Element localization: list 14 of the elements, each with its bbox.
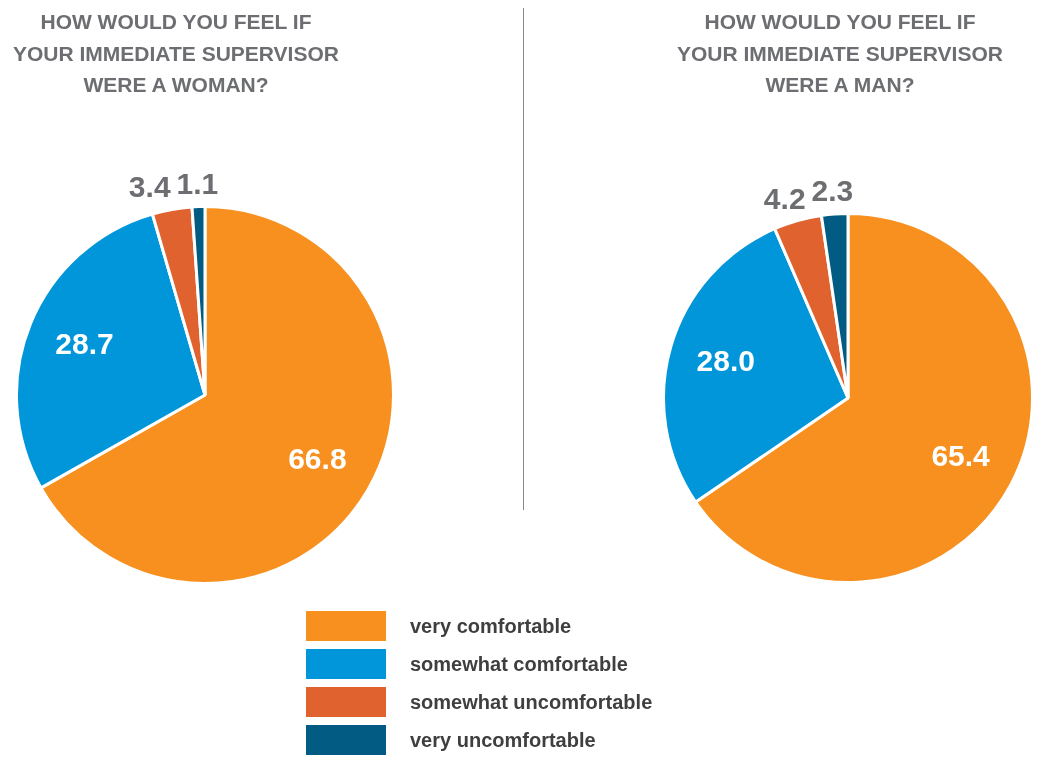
legend-label: somewhat comfortable [410, 652, 628, 676]
legend-label: very comfortable [410, 614, 572, 638]
data-label: 1.1 [176, 166, 219, 200]
data-label: 4.2 [763, 181, 806, 215]
slice-label: HOW WOULD YOU FEEL IF YOUR IMMEDIATE SUPERVISOR WERE A WOMAN? [12, 9, 340, 98]
legend-label: very uncomfortable [410, 728, 596, 752]
slice-label: HOW WOULD YOU FEEL IF YOUR IMMEDIATE SUPERVISOR WERE A MAN? [676, 9, 1004, 98]
data-label: 2.3 [811, 174, 854, 208]
data-label: 66.8 [288, 441, 347, 475]
data-label: 28.0 [696, 343, 755, 377]
data-label: 28.7 [55, 327, 114, 361]
data-label: 65.4 [931, 438, 991, 472]
data-label: 3.4 [128, 170, 171, 203]
legend-label: somewhat uncomfortable [410, 690, 653, 714]
